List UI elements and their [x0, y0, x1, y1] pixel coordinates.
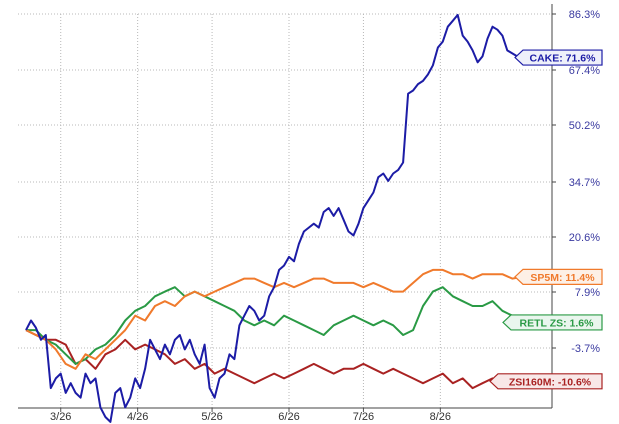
series-line-cake — [25, 13, 523, 423]
x-tick-label: 7/26 — [353, 411, 374, 423]
y-tick-label: 86.3% — [569, 9, 600, 21]
y-tick-label: 20.6% — [569, 232, 600, 244]
x-tick-label: 6/26 — [278, 411, 299, 423]
x-tick-label: 3/26 — [50, 411, 71, 423]
series-layer — [25, 13, 523, 423]
y-tick-label: 50.2% — [569, 120, 600, 132]
value-tag-zsi160m — [489, 373, 603, 390]
value-tag-sp5m — [514, 268, 603, 285]
y-tick-label: -3.7% — [571, 343, 600, 355]
value-tag-label-retl-zs: RETL ZS: 1.6% — [520, 317, 595, 329]
value-tag-cake — [514, 49, 603, 66]
value-tag-retl-zs — [502, 314, 603, 331]
tag-layer: CAKE: 71.6% SP5M: 11.4% RETL ZS: 1.6% ZSI16… — [489, 49, 603, 390]
value-tag-label-sp5m: SP5M: 11.4% — [530, 272, 595, 284]
y-tick-label: 34.7% — [569, 177, 600, 189]
axis-layer: 86.3% 67.4% 50.2% 34.7% 20.6% 7.9% -3.7% 3/26 4/… — [18, 4, 600, 423]
x-tick-label: 5/26 — [201, 411, 222, 423]
grid-layer — [18, 13, 552, 408]
y-tick-label: 67.4% — [569, 65, 600, 77]
y-tick-label: 7.9% — [575, 287, 600, 299]
x-tick-label: 4/26 — [127, 411, 148, 423]
series-line-retl-zs — [26, 286, 523, 365]
value-tag-label-zsi160m: ZSI160M: -10.6% — [509, 376, 592, 388]
x-tick-label: 8/26 — [430, 411, 451, 423]
value-tag-label-cake: CAKE: 71.6% — [530, 53, 597, 65]
series-line-zsi160m — [25, 329, 523, 390]
